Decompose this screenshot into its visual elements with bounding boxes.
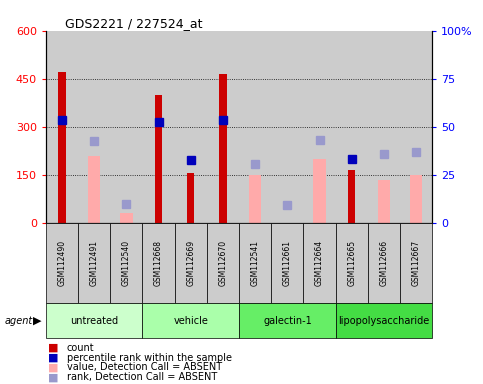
Bar [313,159,326,223]
Text: GSM112670: GSM112670 [218,240,227,286]
Text: agent: agent [5,316,33,326]
Text: galectin-1: galectin-1 [263,316,312,326]
Bar [88,156,100,223]
Text: ■: ■ [48,353,59,362]
Text: GSM112490: GSM112490 [57,240,67,286]
Text: GSM112668: GSM112668 [154,240,163,286]
Text: ■: ■ [48,372,59,382]
Text: value, Detection Call = ABSENT: value, Detection Call = ABSENT [67,362,222,372]
Text: GSM112669: GSM112669 [186,240,195,286]
Bar [219,74,227,223]
Text: count: count [67,343,94,353]
Text: ■: ■ [48,362,59,372]
Text: GSM112665: GSM112665 [347,240,356,286]
Bar [348,170,355,223]
Text: GSM112541: GSM112541 [251,240,260,286]
Text: lipopolysaccharide: lipopolysaccharide [339,316,429,326]
Text: ▶: ▶ [33,316,42,326]
Bar [155,95,162,223]
Text: GSM112540: GSM112540 [122,240,131,286]
Text: untreated: untreated [70,316,118,326]
Bar [58,72,66,223]
Text: GSM112667: GSM112667 [412,240,421,286]
Text: GSM112666: GSM112666 [380,240,388,286]
Text: GSM112661: GSM112661 [283,240,292,286]
Bar [378,180,390,223]
Text: GSM112491: GSM112491 [90,240,99,286]
Text: ■: ■ [48,343,59,353]
Text: percentile rank within the sample: percentile rank within the sample [67,353,232,362]
Text: vehicle: vehicle [173,316,208,326]
Text: GSM112664: GSM112664 [315,240,324,286]
Bar [120,213,132,223]
Text: rank, Detection Call = ABSENT: rank, Detection Call = ABSENT [67,372,217,382]
Text: GDS2221 / 227524_at: GDS2221 / 227524_at [65,17,203,30]
Bar [410,175,422,223]
Bar [249,175,261,223]
Bar [187,173,194,223]
